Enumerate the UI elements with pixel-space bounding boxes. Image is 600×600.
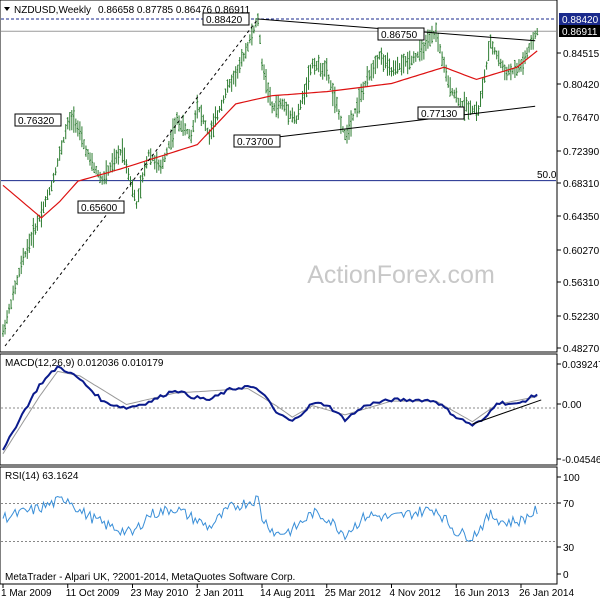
x-tick-label: 2 Jan 2011 xyxy=(195,588,244,599)
x-axis-ticks: 1 Mar 2009 11 Oct 2009 23 May 2010 2 Jan 20… xyxy=(1,584,574,599)
annotation-box xyxy=(233,134,281,148)
x-tick-label: 4 Nov 2012 xyxy=(390,588,442,599)
macd-y-tick-label: 0.039247 xyxy=(562,360,600,371)
price-tag-box xyxy=(559,13,600,25)
macd-y-tick-label: -0.045469 xyxy=(562,455,600,466)
annotation-text: 0.86750 xyxy=(381,30,418,41)
price-tag-box xyxy=(559,25,600,37)
annotation-label: 0.73700 xyxy=(233,134,281,148)
y-tick-label: 0.56310 xyxy=(563,278,600,289)
annotation-box xyxy=(417,106,465,120)
rsi-line xyxy=(2,495,538,542)
footer-credit: MetaTrader - Alpari UK, ?2001-2014, Meta… xyxy=(5,572,295,583)
watermark: ActionForex.com xyxy=(307,261,495,289)
price-panel-frame xyxy=(0,0,558,353)
header-triangle-icon xyxy=(4,7,10,11)
annotation-text: 0.73700 xyxy=(237,137,274,148)
x-tick-label: 1 Mar 2009 xyxy=(1,588,52,599)
header-symbol: NZDUSD,Weekly xyxy=(14,5,91,16)
trendline-3 xyxy=(4,18,259,347)
annotation-text: 0.76320 xyxy=(18,116,55,127)
annotation-label: 0.65600 xyxy=(77,200,125,214)
macd-panel xyxy=(1,365,556,454)
moving-average-line xyxy=(2,50,538,219)
annotation-box xyxy=(377,27,425,41)
price-tag-high: 0.88420 xyxy=(559,13,600,26)
price-tag-last: 0.86911 xyxy=(559,25,600,38)
y-tick-label: 0.48270 xyxy=(563,344,600,355)
annotation-text: 0.77130 xyxy=(421,109,458,120)
y-tick-label: 0.72390 xyxy=(563,147,600,158)
trendline-2 xyxy=(261,105,536,140)
rsi-panel xyxy=(1,495,556,542)
y-tick-label: 0.76470 xyxy=(563,113,600,124)
y-tick-label: 0.52230 xyxy=(563,312,600,323)
fib-50-label: 50.0 xyxy=(537,170,557,181)
macd-title: MACD(12,26,9) 0.012036 0.010179 xyxy=(5,358,164,369)
annotation-label: 0.77130 xyxy=(417,106,465,120)
x-tick-label: 23 May 2010 xyxy=(131,588,189,599)
price-tag-text: 0.86911 xyxy=(562,27,598,38)
price-tag-text: 0.88420 xyxy=(562,15,599,26)
y-tick-label: 0.64350 xyxy=(563,212,600,223)
macd-panel-frame xyxy=(0,353,558,466)
rsi-title: RSI(14) 63.1624 xyxy=(5,471,79,482)
rsi-y-tick-label: 30 xyxy=(563,543,575,554)
x-tick-label: 25 Mar 2012 xyxy=(325,588,382,599)
annotation-label: 0.86750 xyxy=(377,27,425,41)
annotation-box xyxy=(77,200,125,214)
x-tick-label: 14 Aug 2011 xyxy=(260,588,316,599)
annotation-box xyxy=(14,113,62,127)
annotation-text: 0.88420 xyxy=(206,15,243,26)
annotation-box xyxy=(202,12,250,26)
x-tick-label: 11 Oct 2009 xyxy=(66,588,120,599)
price-panel: 0.88420 0.86750 0.76320 0.73700 0.77130 0.656… xyxy=(1,12,557,347)
x-tick-label: 16 Jun 2013 xyxy=(454,588,509,599)
header-ohlc: 0.86658 0.87785 0.86476 0.86911 xyxy=(98,5,251,16)
rsi-y-tick-label: 100 xyxy=(563,473,580,484)
x-tick-label: 26 Jan 2014 xyxy=(519,588,574,599)
rsi-y-tick-label: 0 xyxy=(563,570,569,581)
y-tick-label: 0.68310 xyxy=(563,179,600,190)
annotation-label: 0.88420 xyxy=(202,12,250,26)
y-tick-label: 0.84515 xyxy=(563,49,600,60)
annotation-label: 0.76320 xyxy=(14,113,62,127)
rsi-y-tick-label: 70 xyxy=(563,499,575,510)
macd-y-tick-label: 0.00 xyxy=(562,400,582,411)
macd-line xyxy=(2,365,538,451)
y-tick-label: 0.80420 xyxy=(563,80,600,91)
rsi-panel-frame xyxy=(0,466,558,585)
macd-trendline xyxy=(472,399,542,425)
y-tick-label: 0.60270 xyxy=(563,246,600,257)
annotation-text: 0.65600 xyxy=(81,203,118,214)
